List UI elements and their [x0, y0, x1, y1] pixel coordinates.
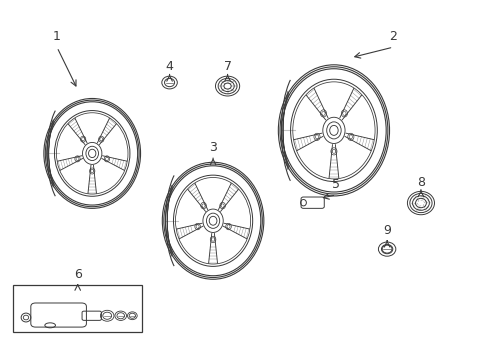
Text: 3: 3: [209, 141, 217, 154]
Text: 6: 6: [74, 269, 81, 282]
Text: 2: 2: [388, 30, 397, 43]
Text: 1: 1: [53, 30, 61, 43]
Text: 8: 8: [416, 176, 424, 189]
Text: 5: 5: [332, 178, 340, 191]
Text: 4: 4: [165, 60, 173, 73]
Text: 9: 9: [383, 224, 390, 237]
Bar: [13, 284, 141, 332]
Text: 7: 7: [223, 60, 231, 73]
